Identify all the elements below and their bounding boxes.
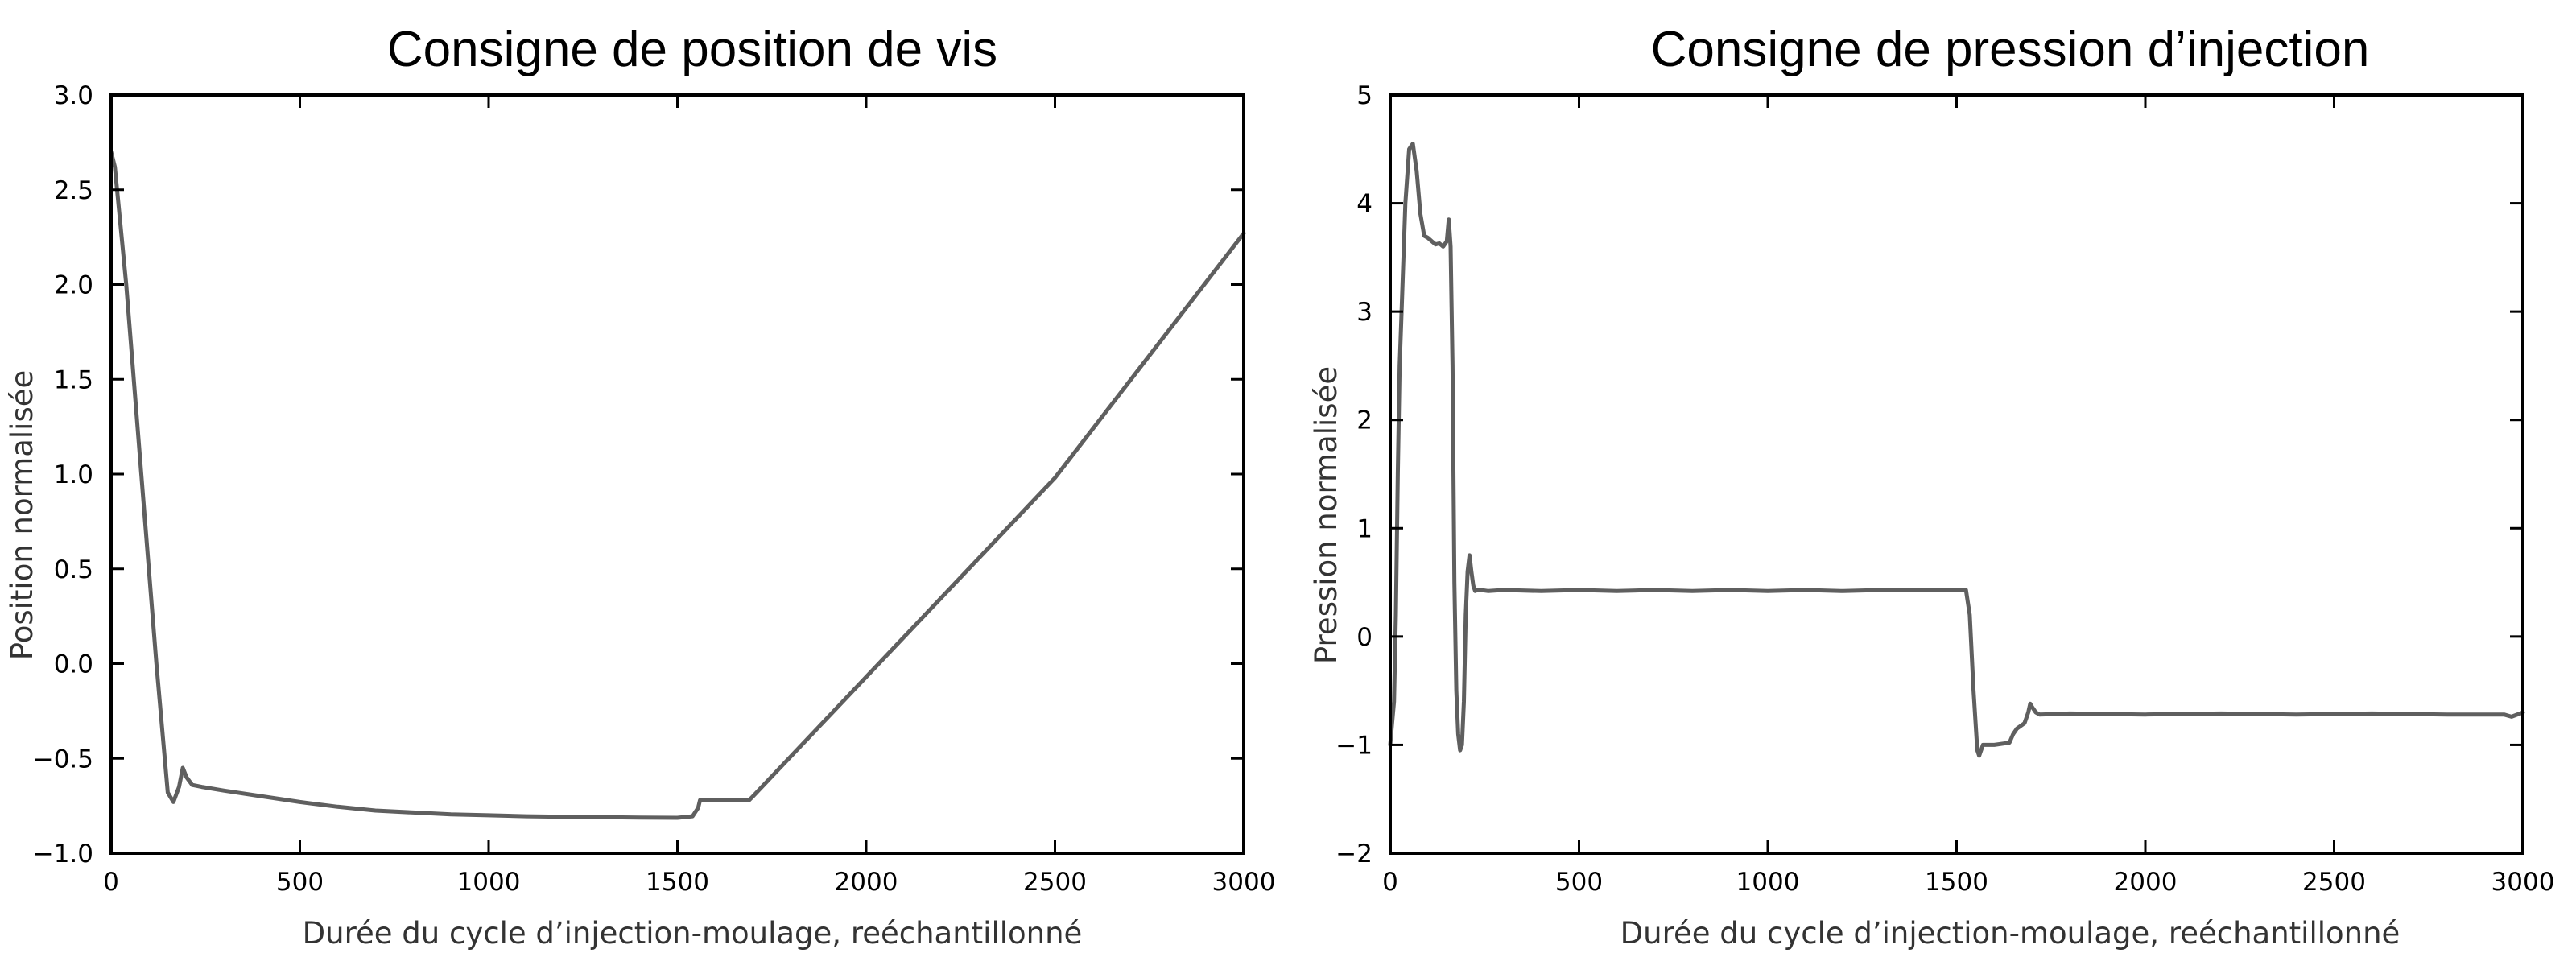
y-tick-label: 2.5: [54, 176, 93, 205]
y-tick-label: −1.0: [33, 840, 93, 868]
y-tick-label: −0.5: [33, 745, 93, 774]
x-tick-label: 500: [1555, 868, 1603, 897]
y-tick-label: −2: [1335, 840, 1373, 868]
y-tick-label: 0.5: [54, 555, 93, 584]
y-tick-label: 5: [1356, 81, 1373, 110]
plot-frame: [109, 93, 1245, 855]
x-tick-label: 1500: [646, 868, 709, 897]
y-tick-label: 2: [1356, 406, 1373, 435]
x-tick-label: 1000: [1736, 868, 1800, 897]
y-tick-label: 1.5: [54, 365, 93, 394]
x-tick-label: 3000: [1212, 868, 1276, 897]
y-tick-label: 3.0: [54, 81, 93, 110]
x-axis-label: Durée du cycle d’injection-moulage, reéc…: [303, 916, 1083, 951]
x-tick-label: 1000: [457, 868, 521, 897]
y-tick-label: 3: [1356, 298, 1373, 327]
x-tick-label: 1500: [1925, 868, 1988, 897]
pressure-setpoint-chart: Consigne de pression d’injection 0 500 100…: [1309, 22, 2554, 951]
position-setpoint-chart: Consigne de position de vis 0 500 1000 1500…: [5, 22, 1275, 951]
y-tick-label: 2.0: [54, 271, 93, 300]
plot-area: [109, 93, 1246, 855]
y-tick-label: −1: [1335, 731, 1373, 760]
x-tick-label: 2500: [1023, 868, 1087, 897]
y-tick-label: 1: [1356, 514, 1373, 543]
tick-group: 0 500 1000 1500 2000 2500 3000 −2 −1 0 1 2 3 4 5: [1335, 81, 2554, 897]
x-tick-label: 500: [276, 868, 324, 897]
y-tick-label: 4: [1356, 190, 1373, 219]
x-tick-label: 2000: [835, 868, 898, 897]
chart-title: Consigne de pression d’injection: [1651, 22, 2370, 77]
plot-area: [1388, 93, 2525, 855]
y-tick-label: 1.0: [54, 460, 93, 489]
x-axis-label: Durée du cycle d’injection-moulage, reéc…: [1620, 916, 2401, 951]
tick-group: 0 500 1000 1500 2000 2500 3000 −1.0 −0.5 0.0 0.5 1.…: [33, 81, 1276, 897]
y-tick-label: 0.0: [54, 650, 93, 679]
x-tick-label: 3000: [2491, 868, 2555, 897]
x-tick-label: 0: [1382, 868, 1398, 897]
x-tick-label: 2500: [2302, 868, 2366, 897]
y-tick-label: 0: [1356, 623, 1373, 652]
plot-frame: [1389, 93, 2524, 855]
series-line-0: [109, 150, 1246, 820]
y-axis-label: Position normalisée: [5, 370, 39, 661]
x-tick-label: 2000: [2114, 868, 2178, 897]
chart-title: Consigne de position de vis: [387, 22, 997, 77]
y-axis-label: Pression normalisée: [1309, 366, 1344, 664]
x-tick-label: 0: [103, 868, 119, 897]
series-line-0: [1388, 142, 2525, 758]
